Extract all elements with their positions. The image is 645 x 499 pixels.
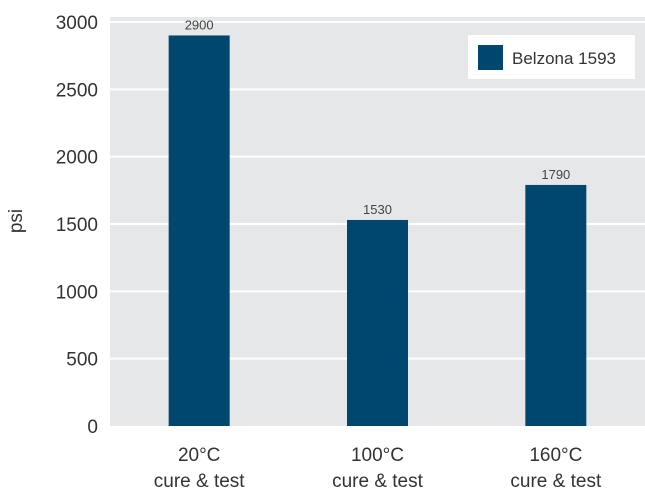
data-label: 1790 bbox=[541, 167, 570, 182]
y-axis-ticks: 0 500 1000 1500 2000 2500 3000 bbox=[56, 13, 98, 438]
bar bbox=[525, 184, 587, 426]
y-tick-label: 2000 bbox=[56, 148, 98, 169]
bar bbox=[347, 219, 408, 426]
x-category-label: 100°C bbox=[351, 445, 404, 466]
legend-label: Belzona 1593 bbox=[512, 49, 616, 68]
data-label: 2900 bbox=[185, 17, 214, 32]
legend-swatch bbox=[478, 45, 503, 70]
y-tick-label: 1000 bbox=[56, 282, 98, 303]
x-category-label: 20°C bbox=[178, 445, 220, 466]
y-axis-label: psi bbox=[6, 209, 27, 233]
y-tick-label: 3000 bbox=[56, 13, 98, 34]
x-axis-categories: 20°C cure & test 100°C cure & test 160°C cure… bbox=[154, 445, 602, 492]
x-category-label: 160°C bbox=[529, 445, 582, 466]
bars bbox=[168, 35, 587, 426]
x-category-label: cure & test bbox=[332, 471, 424, 492]
bar bbox=[168, 35, 230, 426]
y-tick-label: 0 bbox=[87, 417, 98, 438]
y-tick-label: 2500 bbox=[56, 80, 98, 101]
data-labels: 2900 1530 1790 bbox=[185, 17, 571, 216]
data-label: 1530 bbox=[363, 202, 392, 217]
x-category-label: cure & test bbox=[154, 471, 246, 492]
y-tick-label: 500 bbox=[66, 350, 98, 371]
y-tick-label: 1500 bbox=[56, 215, 98, 236]
legend: Belzona 1593 bbox=[468, 35, 635, 79]
x-category-label: cure & test bbox=[510, 471, 602, 492]
